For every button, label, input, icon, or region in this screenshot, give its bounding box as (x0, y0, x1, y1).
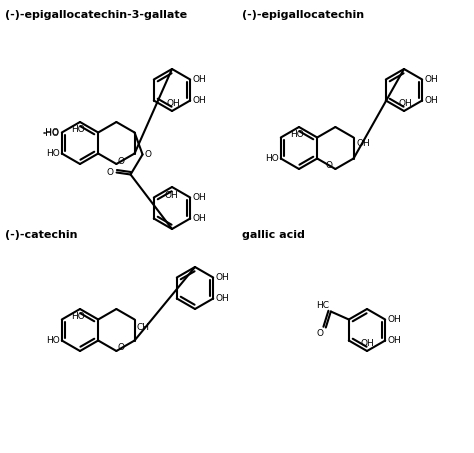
Text: HO: HO (71, 125, 85, 134)
Text: HO: HO (71, 312, 85, 321)
Text: O: O (325, 160, 332, 169)
Text: gallic acid: gallic acid (242, 230, 305, 240)
Text: HO: HO (46, 149, 60, 158)
Text: OH: OH (192, 193, 206, 202)
Text: OH: OH (398, 99, 412, 108)
Text: (-)-epigallocatechin-3-gallate: (-)-epigallocatechin-3-gallate (5, 10, 187, 20)
Text: OH: OH (192, 75, 206, 84)
Text: O: O (145, 150, 152, 159)
Text: (-)-epigallocatechin: (-)-epigallocatechin (242, 10, 364, 20)
Text: OH: OH (164, 191, 178, 200)
Text: OH: OH (360, 339, 374, 348)
Text: HC: HC (316, 300, 329, 309)
Text: OH: OH (387, 315, 401, 324)
Text: -HO: -HO (43, 128, 60, 137)
Text: O: O (107, 168, 114, 177)
Text: HO: HO (46, 336, 60, 345)
Text: OH: OH (192, 96, 206, 105)
Text: OH: OH (215, 273, 229, 282)
Text: OH: OH (356, 140, 370, 149)
Text: OH: OH (166, 99, 180, 108)
Text: OH: OH (424, 96, 438, 105)
Text: OH: OH (387, 336, 401, 345)
Text: (-)-catechin: (-)-catechin (5, 230, 78, 240)
Text: O: O (317, 329, 324, 338)
Text: CH: CH (137, 323, 150, 332)
Text: HO: HO (265, 154, 279, 163)
Text: OH: OH (215, 294, 229, 303)
Text: OH: OH (424, 75, 438, 84)
Text: O: O (118, 156, 124, 165)
Text: HO: HO (290, 130, 304, 139)
Text: O: O (118, 343, 124, 352)
Text: OH: OH (192, 214, 206, 223)
Text: -HO: -HO (43, 129, 60, 138)
